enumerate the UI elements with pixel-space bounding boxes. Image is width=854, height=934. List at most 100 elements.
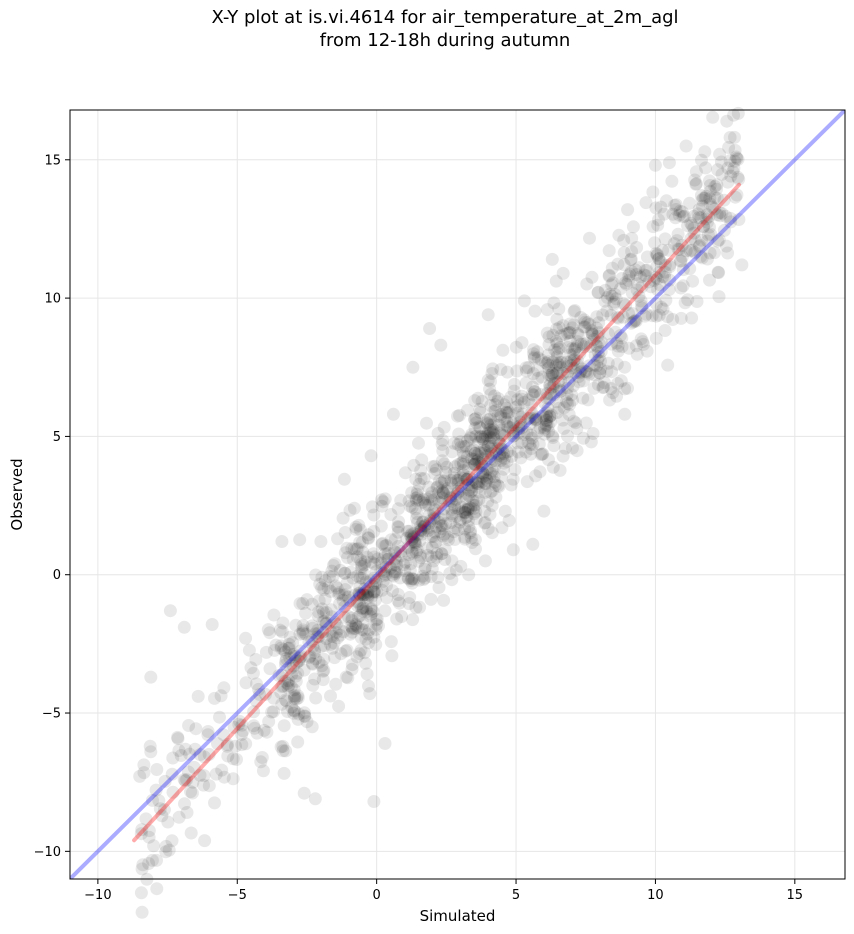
data-point [410, 487, 424, 501]
data-point [347, 542, 361, 556]
data-point [548, 343, 562, 357]
data-point [407, 530, 421, 544]
data-point [454, 456, 468, 470]
data-point [591, 329, 605, 343]
data-point [451, 476, 465, 490]
data-point [519, 361, 533, 375]
data-point [579, 416, 593, 430]
data-point [540, 326, 554, 340]
data-point [687, 221, 701, 235]
data-point [574, 311, 588, 324]
data-point [305, 597, 319, 611]
data-point [306, 639, 320, 653]
data-point [482, 429, 496, 443]
data-point [464, 531, 478, 545]
data-point [534, 448, 548, 461]
data-point [333, 597, 347, 611]
data-point [357, 623, 371, 637]
data-point [472, 475, 486, 488]
data-point [308, 672, 322, 686]
data-point [379, 560, 393, 574]
data-point [605, 289, 619, 303]
data-point [610, 310, 624, 324]
data-point [368, 557, 381, 571]
data-point [411, 515, 425, 529]
data-point [445, 509, 459, 523]
data-point [528, 413, 542, 427]
data-point [656, 270, 670, 284]
data-point [580, 277, 594, 291]
data-point [303, 649, 317, 663]
data-point [425, 541, 439, 554]
data-point [448, 498, 461, 512]
data-point [478, 554, 492, 568]
data-point [724, 169, 738, 183]
data-point [332, 622, 346, 635]
data-point [659, 293, 673, 307]
data-point [625, 231, 639, 245]
data-point [319, 605, 333, 619]
data-point [712, 266, 726, 280]
data-point [177, 773, 191, 787]
data-point [436, 433, 450, 447]
data-point [591, 285, 605, 299]
data-point [332, 699, 346, 713]
data-point [485, 499, 499, 513]
data-point [344, 565, 358, 579]
data-point [556, 413, 570, 427]
data-point [649, 331, 663, 345]
data-point [546, 431, 560, 444]
data-point [534, 353, 548, 367]
data-point [469, 411, 483, 425]
data-point [421, 524, 435, 537]
data-point [354, 588, 368, 602]
data-point [309, 652, 323, 666]
data-point [483, 466, 497, 480]
data-point [484, 485, 497, 499]
data-point [230, 753, 243, 766]
data-point [582, 359, 596, 373]
data-point [458, 530, 472, 544]
data-point [568, 343, 581, 357]
data-point [501, 406, 515, 420]
data-point [137, 758, 151, 772]
data-point [476, 470, 490, 484]
data-point [410, 543, 424, 557]
data-point [500, 365, 514, 379]
data-point [155, 809, 169, 823]
data-point [486, 423, 500, 437]
data-point [434, 519, 448, 533]
data-point [462, 520, 476, 534]
data-point [575, 362, 589, 376]
data-point [404, 574, 418, 588]
data-point [297, 706, 311, 720]
data-point [485, 526, 499, 540]
data-point [474, 430, 488, 443]
data-point [606, 386, 620, 400]
data-point [380, 579, 393, 592]
data-point [567, 354, 581, 368]
data-point [391, 520, 405, 534]
data-point [525, 406, 539, 420]
data-point [538, 422, 552, 436]
data-point [565, 321, 579, 335]
data-point [469, 505, 483, 519]
identity-line [70, 110, 845, 879]
data-point [444, 490, 457, 504]
data-point [685, 311, 699, 325]
data-point [617, 258, 631, 272]
data-point [332, 587, 346, 601]
data-point [416, 515, 429, 529]
data-point [478, 446, 492, 460]
data-point [478, 504, 492, 518]
data-point [509, 400, 523, 414]
data-point [445, 573, 459, 587]
data-point [487, 470, 501, 484]
data-point [531, 351, 545, 365]
data-point [499, 401, 513, 415]
data-point [538, 396, 552, 410]
data-point [571, 328, 585, 342]
data-point [402, 548, 416, 562]
data-point [528, 385, 542, 398]
data-point [472, 445, 486, 459]
